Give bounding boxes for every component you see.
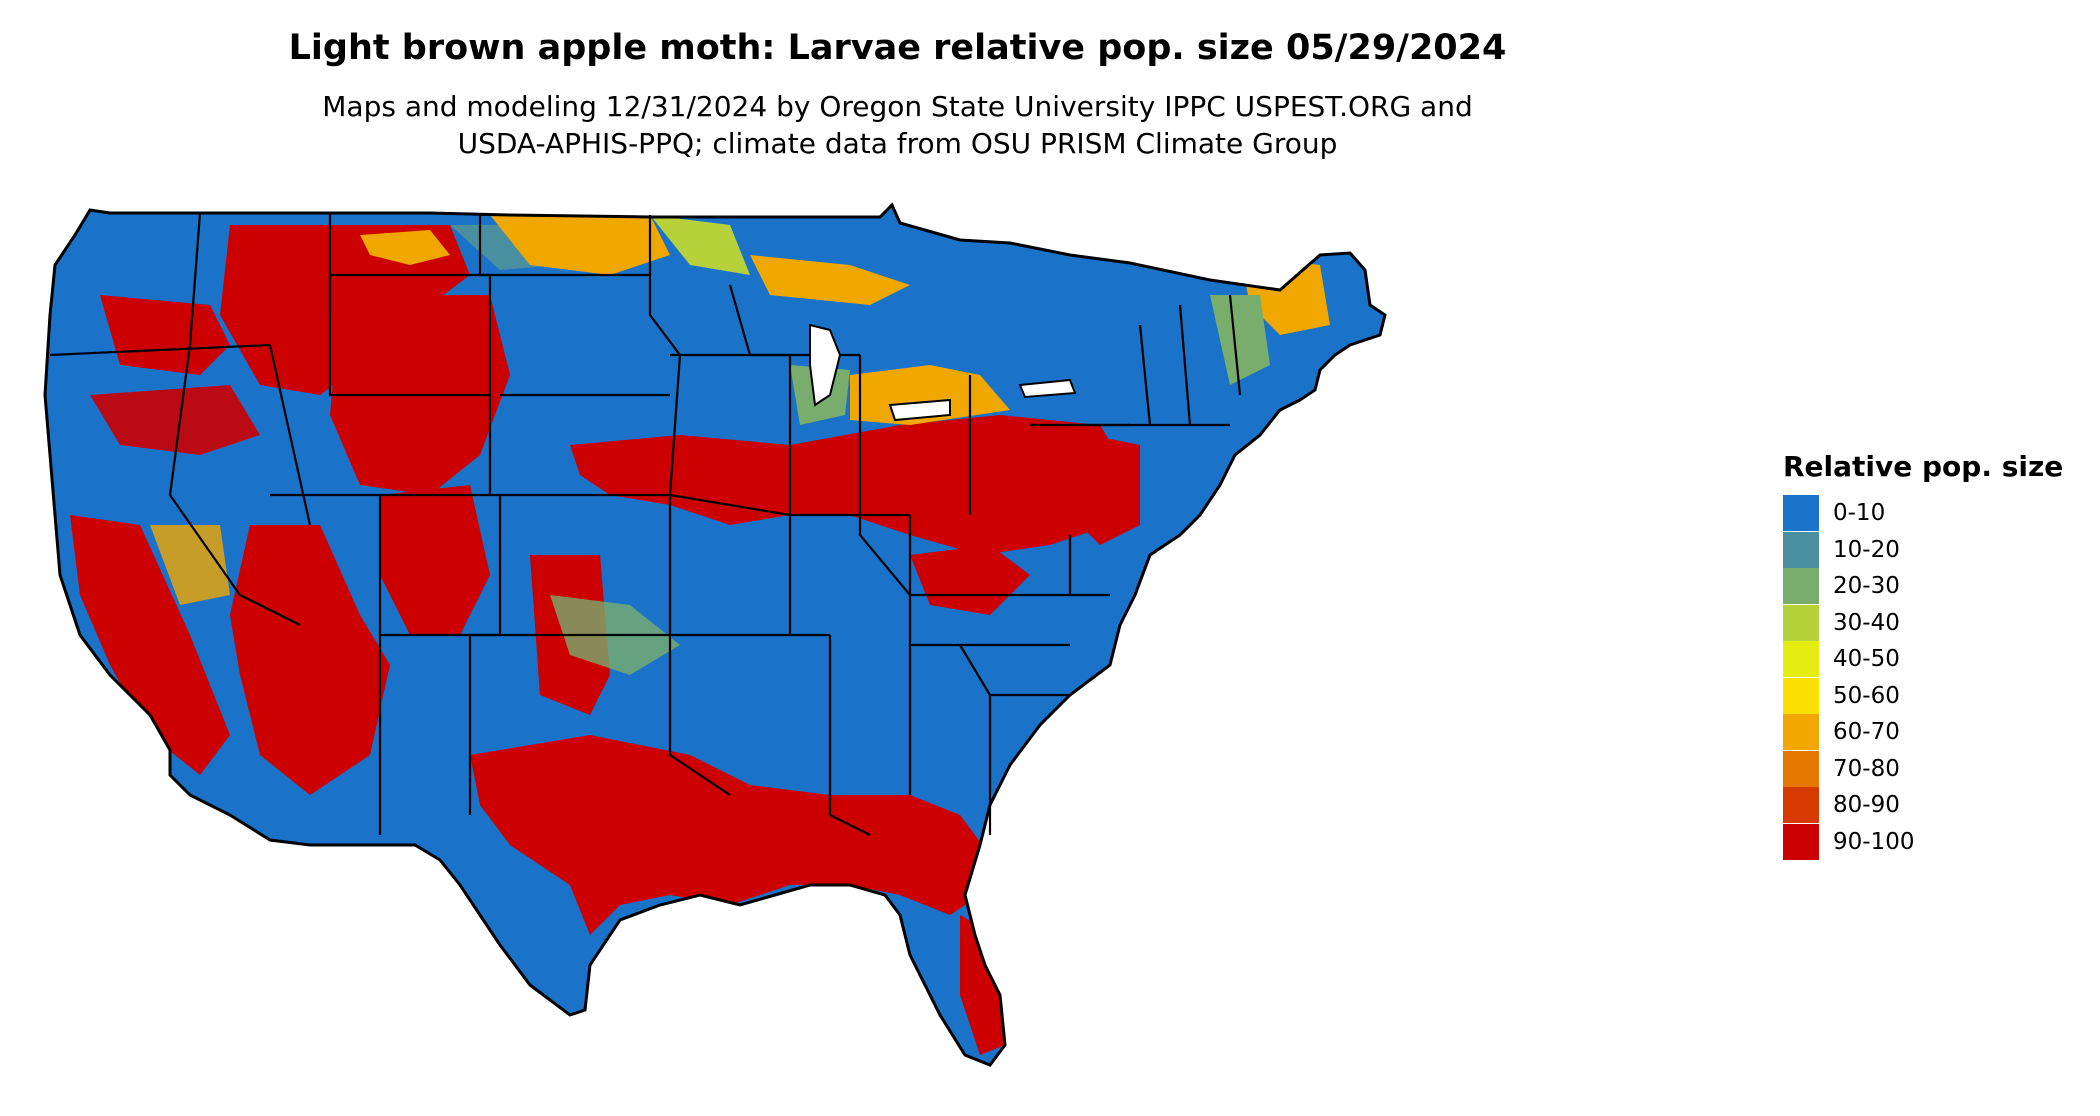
legend-item: 40-50 (1783, 641, 2063, 678)
legend-item: 0-10 (1783, 495, 2063, 532)
legend-label: 60-70 (1833, 719, 1900, 746)
legend-label: 90-100 (1833, 828, 1915, 855)
legend-item: 50-60 (1783, 677, 2063, 715)
legend-title: Relative pop. size (1783, 450, 2064, 483)
legend-label: 50-60 (1833, 682, 1900, 709)
legend-item: 70-80 (1783, 750, 2063, 788)
legend-label: 10-20 (1833, 536, 1900, 563)
legend-swatch (1783, 531, 1819, 568)
legend-swatch (1783, 823, 1819, 860)
legend-item: 60-70 (1783, 714, 2063, 751)
legend-label: 40-50 (1833, 646, 1900, 673)
legend-swatch (1783, 750, 1819, 787)
subtitle-line-2: USDA-APHIS-PPQ; climate data from OSU PR… (457, 127, 1338, 160)
legend-swatch (1783, 495, 1819, 532)
legend-swatch (1783, 677, 1819, 714)
legend-item: 80-90 (1783, 787, 2063, 824)
legend-items: 0-10 10-20 20-30 30-40 40-50 50-60 60-70 70-80 8… (1783, 495, 2063, 860)
legend-label: 30-40 (1833, 609, 1900, 636)
legend-item: 10-20 (1783, 531, 2063, 569)
legend: Relative pop. size 0-10 10-20 20-30 30-40 40… (1783, 450, 2063, 860)
us-population-map (43, 202, 1387, 1067)
legend-label: 0-10 (1833, 500, 1886, 527)
legend-swatch (1783, 787, 1819, 824)
subtitle-line-1: Maps and modeling 12/31/2024 by Oregon S… (322, 90, 1473, 123)
legend-swatch (1783, 714, 1819, 751)
legend-label: 20-30 (1833, 573, 1900, 600)
legend-item: 90-100 (1783, 823, 2063, 861)
legend-item: 20-30 (1783, 568, 2063, 605)
map-title: Light brown apple moth: Larvae relative … (288, 28, 1507, 68)
legend-label: 80-90 (1833, 792, 1900, 819)
legend-swatch (1783, 641, 1819, 678)
legend-item: 30-40 (1783, 604, 2063, 642)
legend-label: 70-80 (1833, 755, 1900, 782)
legend-swatch (1783, 604, 1819, 641)
legend-swatch (1783, 568, 1819, 605)
map-subtitle: Maps and modeling 12/31/2024 by Oregon S… (0, 88, 1795, 162)
